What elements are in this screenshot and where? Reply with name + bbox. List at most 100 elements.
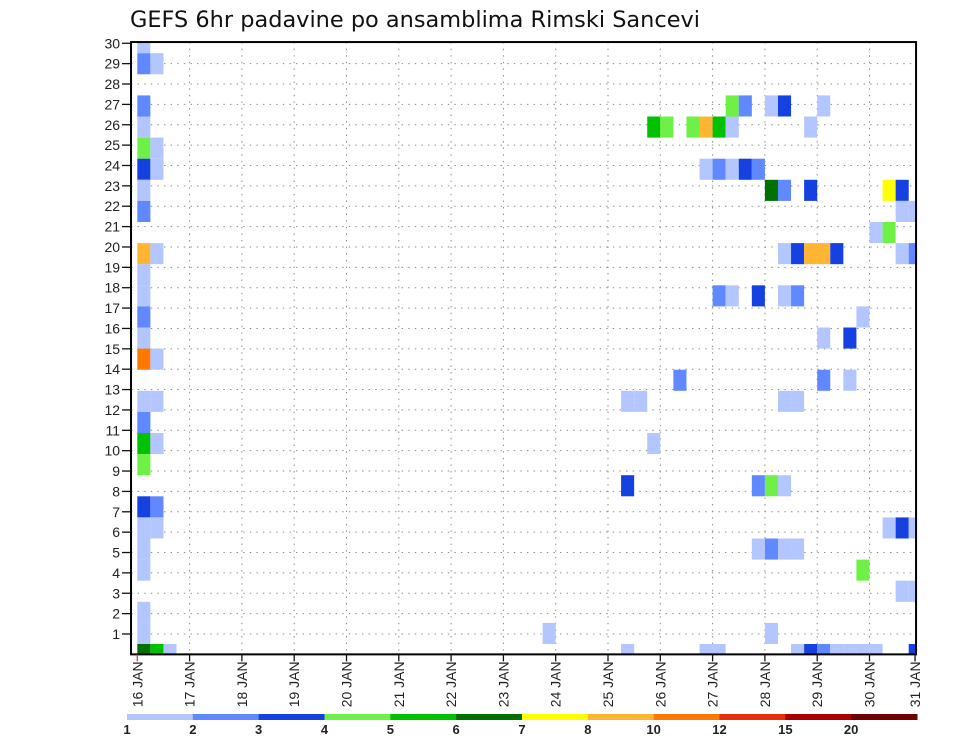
heatmap-cell [712, 285, 726, 307]
y-tick-label: 11 [105, 422, 120, 438]
heatmap-cell [137, 454, 151, 476]
heatmap-cell [895, 580, 909, 602]
heatmap-cell [621, 390, 635, 412]
color-bar-label: 4 [321, 722, 329, 737]
y-tick-label: 3 [112, 585, 120, 601]
y-tick-label: 13 [104, 382, 120, 398]
color-bar-segment [127, 714, 194, 720]
color-bar-label: 3 [255, 722, 262, 737]
y-tick-label: 10 [104, 443, 120, 459]
heatmap-cell [830, 644, 844, 655]
heatmap-cell [137, 538, 151, 560]
heatmap-cell [660, 116, 674, 138]
heatmap-cell [137, 158, 151, 180]
heatmap-cell [908, 517, 917, 539]
heatmap-cell [137, 517, 151, 539]
heatmap-cell [869, 222, 883, 244]
heatmap-cell [150, 53, 164, 75]
heatmap-cell [908, 644, 917, 655]
x-tick-label: 17 JAN [182, 661, 198, 707]
heatmap-cell [137, 179, 151, 201]
heatmap-cell [751, 538, 765, 560]
y-tick-label: 30 [104, 35, 120, 51]
color-bar-segment [653, 714, 720, 720]
heatmap-cell [843, 644, 857, 655]
y-tick-label: 15 [104, 341, 120, 357]
color-bar-segment [192, 714, 260, 720]
y-tick-label: 28 [104, 76, 120, 92]
y-tick-label: 16 [104, 320, 120, 336]
heatmap-cell [137, 285, 151, 307]
heatmap-cell [856, 306, 870, 328]
heatmap-cell [725, 285, 739, 307]
color-bar-segment [456, 714, 523, 720]
x-tick-label: 22 JAN [443, 661, 459, 707]
heatmap-cell [712, 158, 726, 180]
x-tick-label: 23 JAN [495, 661, 511, 707]
x-tick-label: 19 JAN [286, 661, 302, 707]
heatmap-cell [777, 390, 792, 412]
heatmap-cell [621, 475, 635, 497]
heatmap-cell [137, 42, 151, 54]
color-bar-label: 15 [778, 722, 792, 737]
y-tick-label: 1 [112, 626, 120, 642]
heatmap-cell [137, 411, 151, 433]
heatmap-cell [895, 200, 909, 222]
x-tick-label: 25 JAN [600, 661, 616, 707]
heatmap-cell [791, 390, 805, 412]
heatmap-cell [137, 243, 151, 265]
heatmap-cell [751, 158, 765, 180]
heatmap-cell [777, 475, 792, 497]
plot-frame [130, 41, 918, 656]
heatmap-cell [817, 327, 831, 349]
y-tick-label: 8 [112, 483, 120, 499]
heatmap-cell [699, 116, 713, 138]
x-tick-label: 20 JAN [339, 661, 355, 707]
heatmap-cell [908, 580, 917, 602]
heatmap-cell [137, 306, 151, 328]
heatmap-cell [712, 116, 726, 138]
heatmap-cell [764, 475, 778, 497]
color-bar-label: 5 [387, 722, 394, 737]
heatmap-cell [699, 644, 713, 655]
x-tick-label: 21 JAN [391, 661, 407, 707]
heatmap-cell [908, 243, 917, 265]
heatmap-cell [817, 95, 831, 117]
heatmap-cell [882, 517, 896, 539]
heatmap-cell [804, 179, 818, 201]
heatmap-cell [882, 222, 896, 244]
x-tick-label: 29 JAN [809, 661, 825, 707]
color-bar-label: 10 [646, 722, 660, 737]
heatmap-cell [777, 179, 792, 201]
heatmap-cell [647, 433, 661, 455]
heatmap-cell [699, 158, 713, 180]
heatmap-cell [137, 390, 151, 412]
x-tick-label: 31 JAN [907, 661, 923, 707]
heatmap-cell [150, 496, 164, 518]
y-tick-label: 20 [104, 239, 120, 255]
color-bar-label: 6 [453, 722, 460, 737]
heatmap-cell [163, 644, 177, 655]
y-tick-label: 12 [104, 402, 120, 418]
y-tick-label: 17 [104, 300, 120, 316]
heatmap-cell [777, 243, 792, 265]
color-bar-segment [522, 714, 589, 720]
heatmap-cell [791, 285, 805, 307]
grid-lines [131, 42, 917, 655]
heatmap-cell [843, 327, 857, 349]
heatmap-cell [725, 116, 739, 138]
color-bar-label: 2 [189, 722, 196, 737]
heatmap-cell [150, 137, 164, 159]
y-tick-label: 25 [104, 137, 120, 153]
heatmap-cell [738, 158, 752, 180]
y-tick-label: 27 [104, 96, 120, 112]
heatmap-cell [150, 158, 164, 180]
color-bar-segment [719, 714, 786, 720]
y-tick-label: 22 [104, 198, 120, 214]
y-tick-label: 21 [104, 219, 120, 235]
color-bar-label: 7 [518, 722, 525, 737]
heatmap-cell [686, 116, 700, 138]
y-tick-label: 24 [104, 157, 120, 173]
heatmap-cell [817, 243, 831, 265]
color-bar-segment [587, 714, 655, 720]
